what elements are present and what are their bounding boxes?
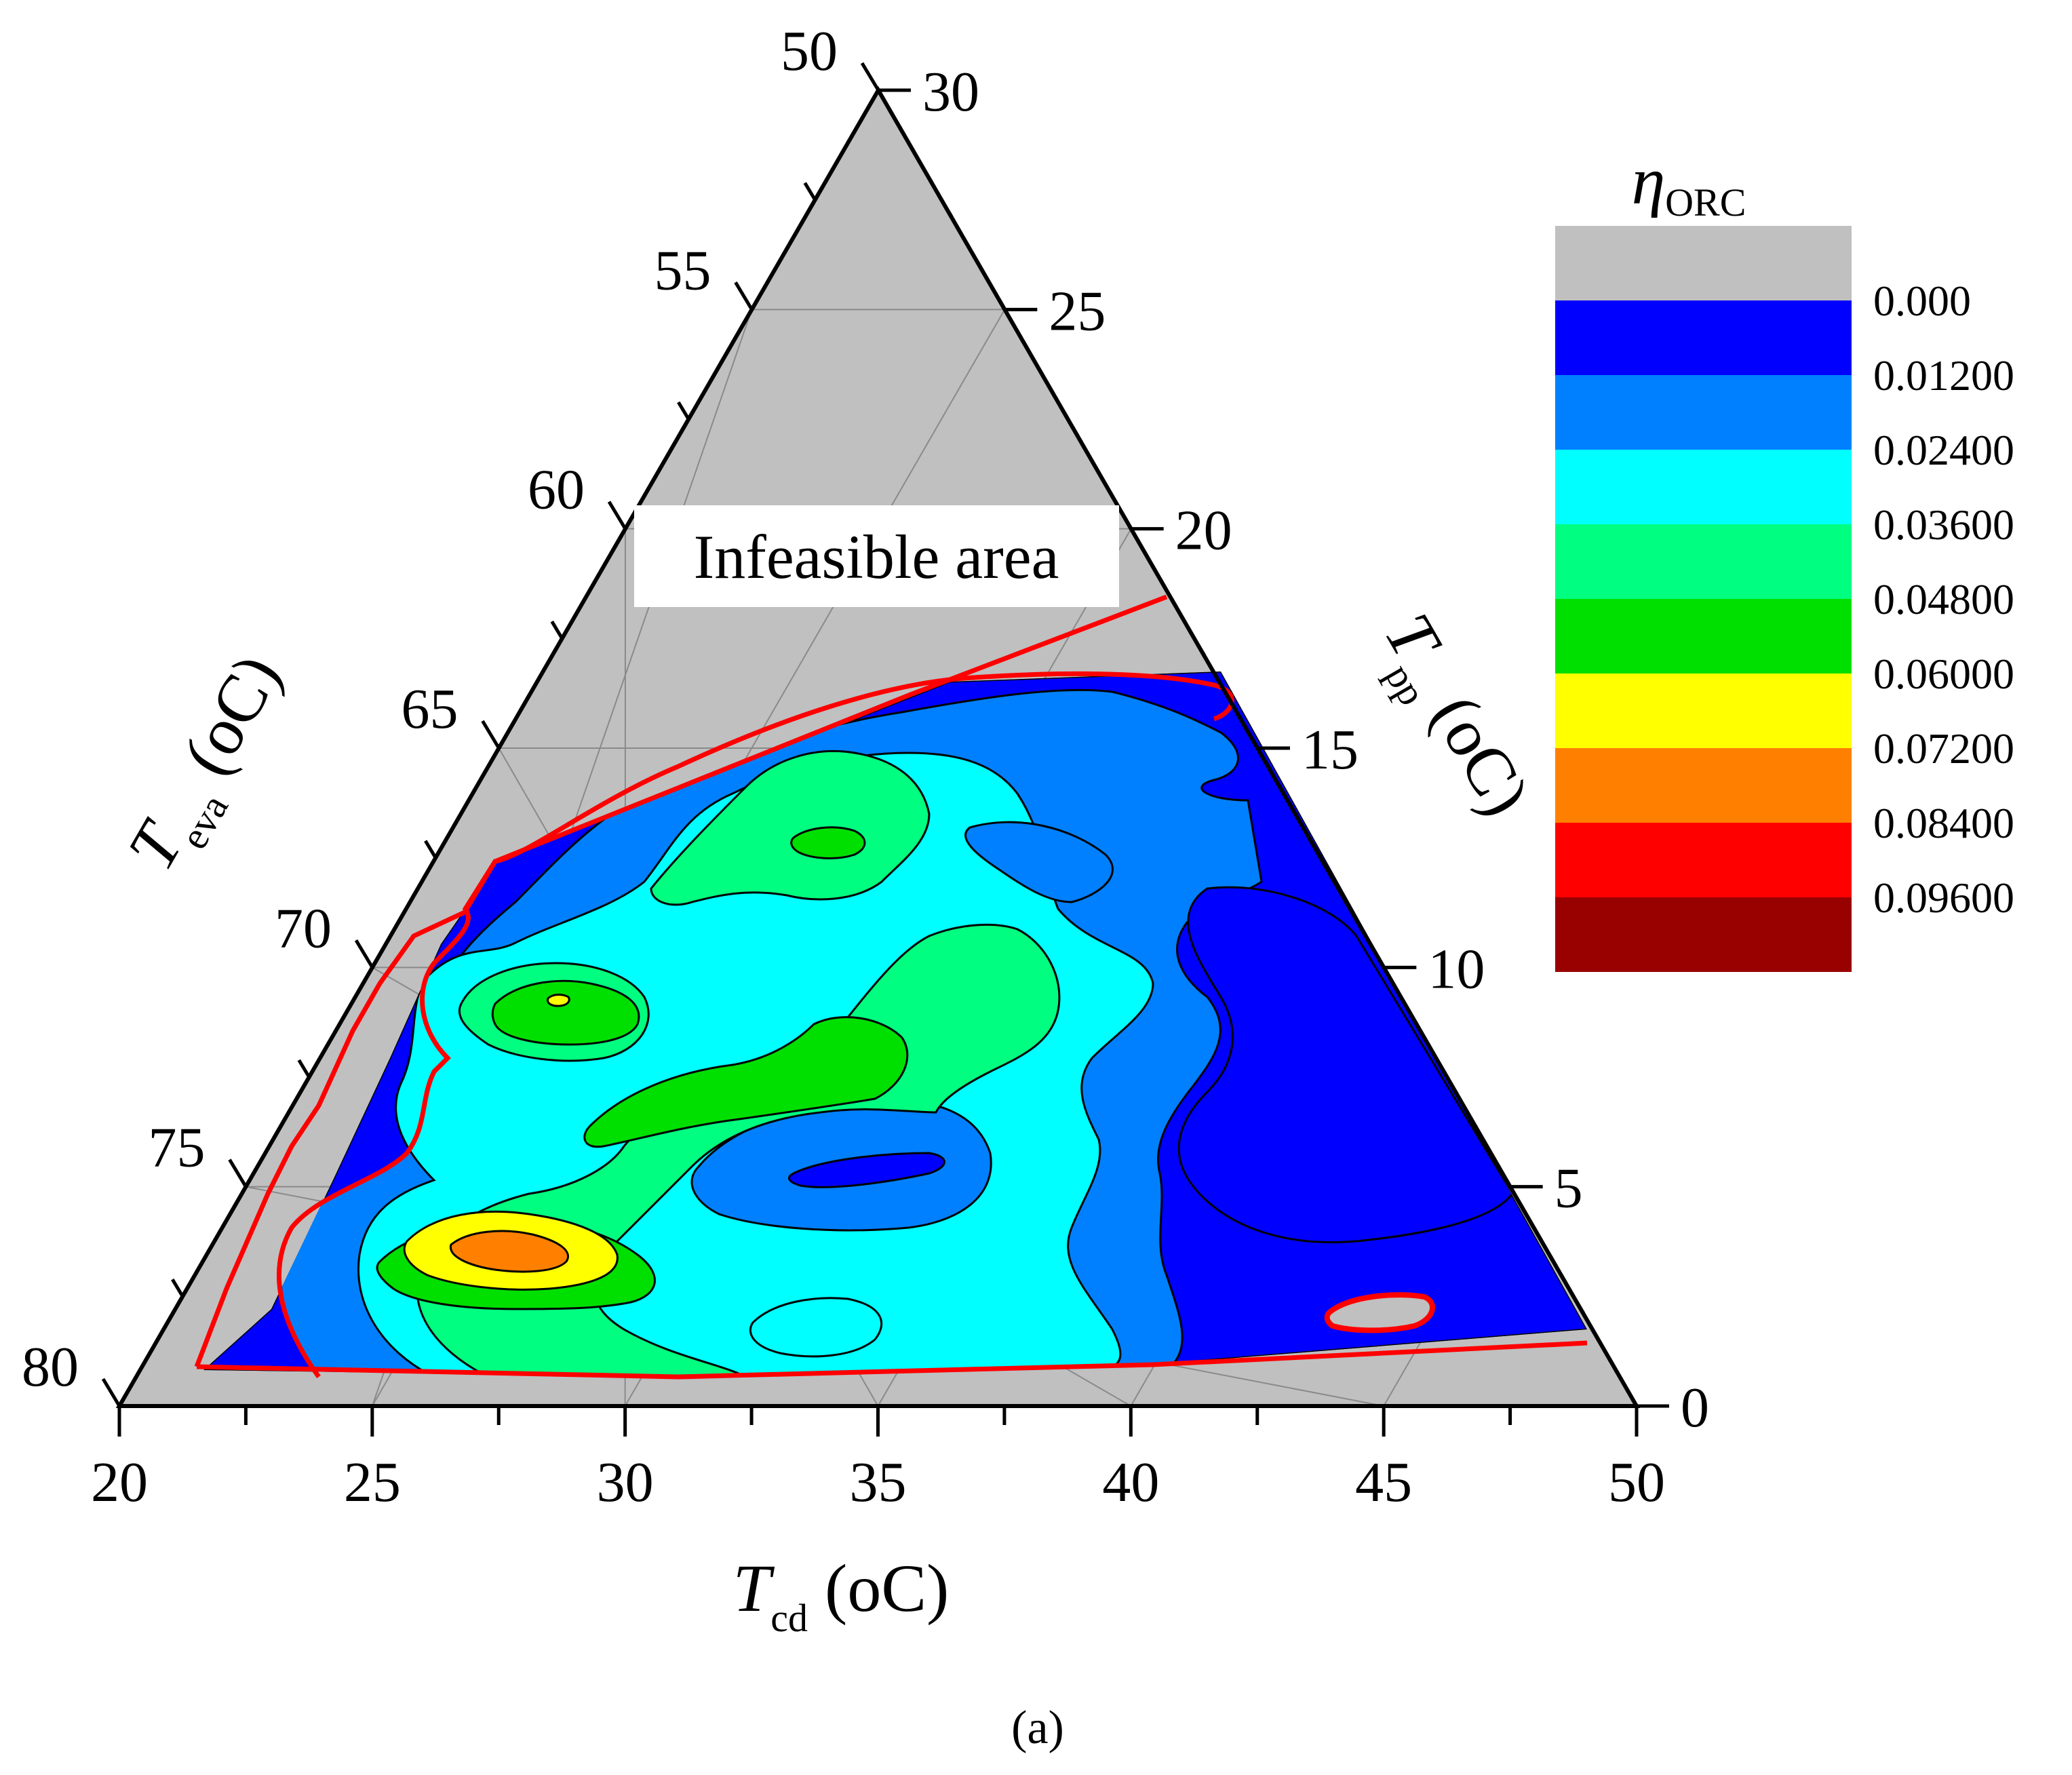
svg-text:Tcd (oC): Tcd (oC) [733,1550,950,1640]
colorbar-level-label: 0.01200 [1873,351,2014,399]
colorbar-swatches [1555,226,1852,972]
bottom-axis-subscript: cd [770,1596,808,1640]
bottom-axis-title: Tcd (oC) [733,1550,950,1640]
colorbar-swatch [1555,674,1852,748]
right-axis-tick-label: 5 [1555,1157,1583,1220]
left-axis-tick-label: 50 [781,20,838,83]
colorbar-swatch [1555,450,1852,524]
contour-regions [203,671,1587,1377]
left-axis-tick-label: 70 [275,897,332,960]
left-axis-minor-tick [297,1059,311,1078]
feasibility-boundary-inner [276,671,1234,1379]
bottom-axis-tick-label: 35 [850,1451,907,1514]
colorbar-swatch [1555,375,1852,450]
bottom-axis-unit: (oC) [808,1550,949,1626]
right-axis-minor-tick [1571,1295,1585,1314]
axis-ticks [101,62,1669,1437]
left-axis-minor-tick [677,401,690,421]
right-axis-minor-tick [1445,1076,1459,1095]
colorbar-level-label: 0.06000 [1873,650,2014,698]
right-axis-tick-label: 10 [1428,937,1485,1000]
colorbar-title-subscript: ORC [1665,180,1746,225]
infeasible-area-label: Infeasible area [694,522,1059,591]
bottom-axis-tick-label: 25 [344,1451,401,1514]
bottom-axis-tick-label: 40 [1102,1451,1159,1514]
left-axis-tick [101,1378,121,1407]
colorbar-level-label: 0.000 [1873,277,1971,325]
left-axis-tick [734,281,754,311]
colorbar-title-symbol: η [1632,143,1666,218]
right-axis-minor-tick [1319,857,1333,876]
left-axis-tick-label: 75 [149,1116,206,1179]
colorbar-swatch [1555,823,1852,897]
colorbar-level-label: 0.03600 [1873,501,2014,549]
contour-level-yellow-small [546,994,570,1007]
left-axis-tick [228,1158,248,1188]
right-axis-tick-label: 20 [1175,499,1232,562]
colorbar-level-label: 0.07200 [1873,724,2014,773]
right-axis-minor-tick [1192,638,1206,657]
left-axis-minor-tick [424,840,437,859]
colorbar-level-label: 0.08400 [1873,799,2014,847]
left-axis-minor-tick [171,1279,184,1298]
colorbar-labels: 0.000 0.01200 0.02400 0.03600 0.04800 0.06000… [1873,277,2014,922]
contour-level-green-top [790,826,866,859]
bottom-axis-tick-label: 20 [91,1451,148,1514]
svg-text:Tpp (oC): Tpp (oC) [1358,601,1544,835]
contour-level-blue-inner [788,1152,945,1188]
contour-level-green-1 [583,1016,909,1148]
bottom-axis-tick-label: 30 [597,1451,654,1514]
colorbar-level-label: 0.02400 [1873,426,2014,474]
infeasible-area-annotation: Infeasible area [634,505,1119,607]
left-axis-tick-label: 80 [22,1335,79,1399]
contour-level-cyan-island [749,1297,882,1358]
right-axis-title: Tpp (oC) [1358,601,1544,835]
contour-level-green-2 [491,979,640,1046]
right-axis-tick-label: 30 [922,60,979,123]
bottom-axis-tick-label: 45 [1355,1451,1412,1514]
right-axis-tick-label: 15 [1302,718,1358,781]
left-axis-minor-tick [550,621,564,640]
colorbar-title: ηORC [1632,143,1746,225]
contour-level-orange [450,1230,569,1273]
contour-level-blue-right [1177,886,1514,1244]
contour-level-lightblue-top [964,821,1114,903]
right-axis-minor-tick [940,199,954,218]
colorbar-swatch [1555,748,1852,823]
right-axis-minor-tick [1066,418,1080,437]
left-axis-tick [860,62,880,92]
left-axis-tick-label: 65 [402,678,458,741]
colorbar-swatch [1555,599,1852,674]
left-axis-tick-label: 55 [654,239,711,302]
colorbar-level-label: 0.04800 [1873,575,2014,623]
colorbar-swatch [1555,897,1852,972]
right-axis-tick-label: 0 [1681,1376,1709,1439]
left-axis-unit: (oC) [159,642,295,802]
figure-caption: (a) [1011,1702,1064,1754]
contour-level-seagreen-top [650,750,931,906]
left-axis-title: Teva (oC) [113,642,308,889]
colorbar-swatch [1555,226,1852,300]
colorbar-swatch [1555,300,1852,375]
left-axis-tick [481,720,501,749]
colorbar: ηORC 0.0000.012000.024000.036000.048000.… [1555,143,2014,972]
svg-text:Teva (oC): Teva (oC) [113,642,308,889]
feasibility-boundary-line [194,594,1168,1368]
left-axis-tick [607,501,627,530]
feasibility-boundary-line-bottom [196,1340,1588,1380]
left-axis-tick-label: 60 [528,459,585,522]
contour-red-loop [1324,1292,1435,1333]
bottom-axis-tick-label: 50 [1608,1451,1665,1514]
colorbar-level-label: 0.09600 [1873,874,2014,922]
left-axis-tick [354,939,374,969]
bottom-axis-symbol: T [733,1550,775,1626]
colorbar-swatch [1555,524,1852,599]
left-axis-minor-tick [803,182,817,201]
right-axis-tick-label: 25 [1049,279,1106,343]
